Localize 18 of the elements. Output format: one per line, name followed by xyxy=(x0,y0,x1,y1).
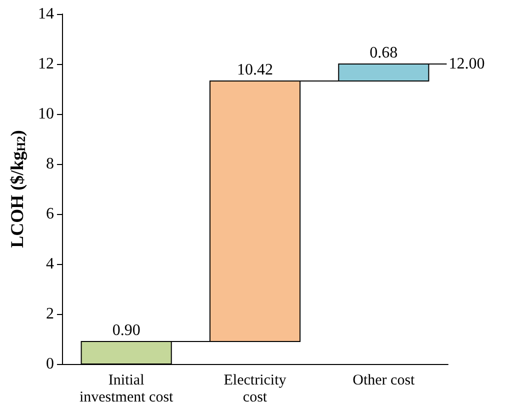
data-label: 10.42 xyxy=(237,62,273,78)
bar xyxy=(209,80,301,342)
y-tick-label: 8 xyxy=(46,156,54,172)
y-tick-label: 6 xyxy=(46,206,54,222)
y-tick-label: 12 xyxy=(38,56,54,72)
data-label: 0.90 xyxy=(112,322,140,339)
y-tick-label: 2 xyxy=(46,306,54,322)
y-tick-label: 4 xyxy=(46,256,54,272)
y-axis-title: LCOH ($/kgH2) xyxy=(7,130,28,248)
text: 12.00 xyxy=(448,56,485,72)
y-tick-label: 10 xyxy=(38,106,54,122)
x-tick-label: Initial investment cost xyxy=(79,372,174,406)
x-tick-label: Electricity cost xyxy=(224,372,287,406)
y-tick-label: 0 xyxy=(46,356,54,372)
y-tick-label: 14 xyxy=(38,6,54,22)
bar xyxy=(338,64,430,82)
x-tick-label: Other cost xyxy=(352,372,416,388)
data-label: 0.68 xyxy=(370,44,398,62)
